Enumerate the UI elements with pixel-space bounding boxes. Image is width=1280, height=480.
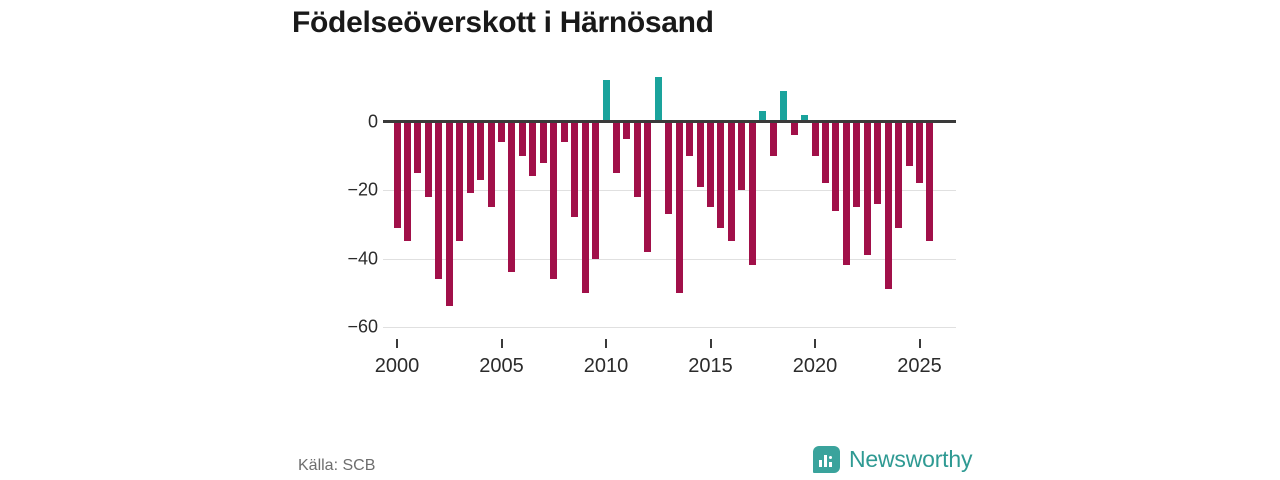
- x-tick-mark-2015: [709, 339, 712, 348]
- x-tick-label-2005: 2005: [479, 355, 524, 377]
- bar-2009-H2: [592, 121, 600, 259]
- bar-2010-H2: [612, 121, 620, 173]
- bar-2004-H2: [487, 121, 495, 208]
- bar-2022-H1: [853, 121, 861, 208]
- x-tick-mark-2025: [918, 339, 921, 348]
- bar-2004-H1: [477, 121, 485, 180]
- bar-2006-H1: [518, 121, 526, 156]
- bar-2013-H2: [675, 121, 683, 293]
- x-tick-mark-2000: [396, 339, 398, 348]
- x-tick-label-2000: 2000: [374, 355, 420, 377]
- x-tick-label-2020: 2020: [792, 355, 838, 377]
- x-tick-mark-2010: [605, 339, 607, 348]
- bar-2005-H2: [508, 121, 516, 273]
- y-tick-label-0: 0: [367, 111, 378, 131]
- bar-2023-H1: [874, 121, 882, 204]
- gridline: [383, 327, 956, 328]
- bar-2014-H2: [696, 121, 704, 187]
- bar-2002-H1: [435, 121, 443, 280]
- gridline: [383, 258, 956, 260]
- bar-2024-H1: [895, 121, 903, 228]
- bar-2011-H2: [633, 121, 641, 197]
- bar-2016-H1: [727, 121, 735, 242]
- source-note: Källa: SCB: [298, 457, 376, 474]
- bar-2015-H2: [717, 121, 725, 228]
- zero-axis-line: [383, 120, 956, 123]
- bar-2008-H1: [560, 121, 568, 143]
- newsworthy-wordmark: Newsworthy: [849, 446, 973, 472]
- x-tick-label-2025: 2025: [897, 355, 942, 377]
- bar-2016-H2: [738, 121, 746, 190]
- x-tick-label-2015: 2015: [688, 355, 733, 377]
- bar-2022-H2: [863, 121, 871, 256]
- bar-2023-H2: [884, 121, 892, 290]
- bar-2003-H1: [456, 121, 464, 242]
- bar-2015-H1: [707, 121, 714, 208]
- bar-2000-H1: [393, 121, 401, 228]
- bar-2025-H1: [916, 121, 923, 184]
- x-tick-mark-2020: [814, 339, 816, 348]
- bar-2017-H1: [748, 121, 756, 266]
- bar-2014-H1: [686, 121, 694, 156]
- bar-2010-H1: [602, 80, 610, 122]
- bar-2006-H2: [529, 121, 537, 177]
- bar-2009-H1: [581, 121, 589, 293]
- bar-2007-H1: [539, 121, 547, 163]
- x-tick-mark-2005: [500, 339, 503, 348]
- newsworthy-logo: Newsworthy: [813, 446, 972, 473]
- bar-2019-H1: [790, 121, 798, 136]
- bar-2003-H2: [466, 121, 474, 194]
- chart-title: Födelseöverskott i Härnösand: [292, 6, 714, 39]
- y-tick-label--60: −60: [347, 316, 378, 337]
- bar-2024-H2: [905, 121, 913, 167]
- bar-2018-H1: [769, 121, 777, 156]
- bar-2019-H2: [801, 114, 809, 122]
- bar-2011-H1: [623, 121, 631, 139]
- bar-2012-H1: [644, 121, 652, 252]
- bar-2017-H2: [759, 111, 767, 122]
- bar-2008-H2: [571, 121, 579, 218]
- bar-2018-H2: [780, 90, 788, 122]
- bar-2013-H1: [665, 121, 673, 214]
- bar-2001-H1: [414, 121, 422, 173]
- bar-2001-H2: [424, 121, 432, 197]
- x-tick-label-2010: 2010: [583, 355, 629, 377]
- bar-2021-H1: [832, 121, 840, 211]
- bar-2000-H2: [403, 121, 411, 242]
- bar-2025-H2: [926, 121, 934, 242]
- y-tick-label--20: −20: [347, 179, 378, 200]
- bar-2007-H2: [550, 121, 558, 280]
- bar-2002-H2: [445, 121, 453, 307]
- bar-2020-H1: [811, 121, 819, 156]
- bar-2012-H2: [654, 76, 662, 122]
- newsworthy-bar-chart-pin-icon: [813, 446, 840, 473]
- bar-2021-H2: [842, 121, 850, 266]
- y-tick-label--40: −40: [347, 248, 378, 268]
- bar-2005-H1: [498, 121, 505, 143]
- bar-2020-H2: [821, 121, 829, 184]
